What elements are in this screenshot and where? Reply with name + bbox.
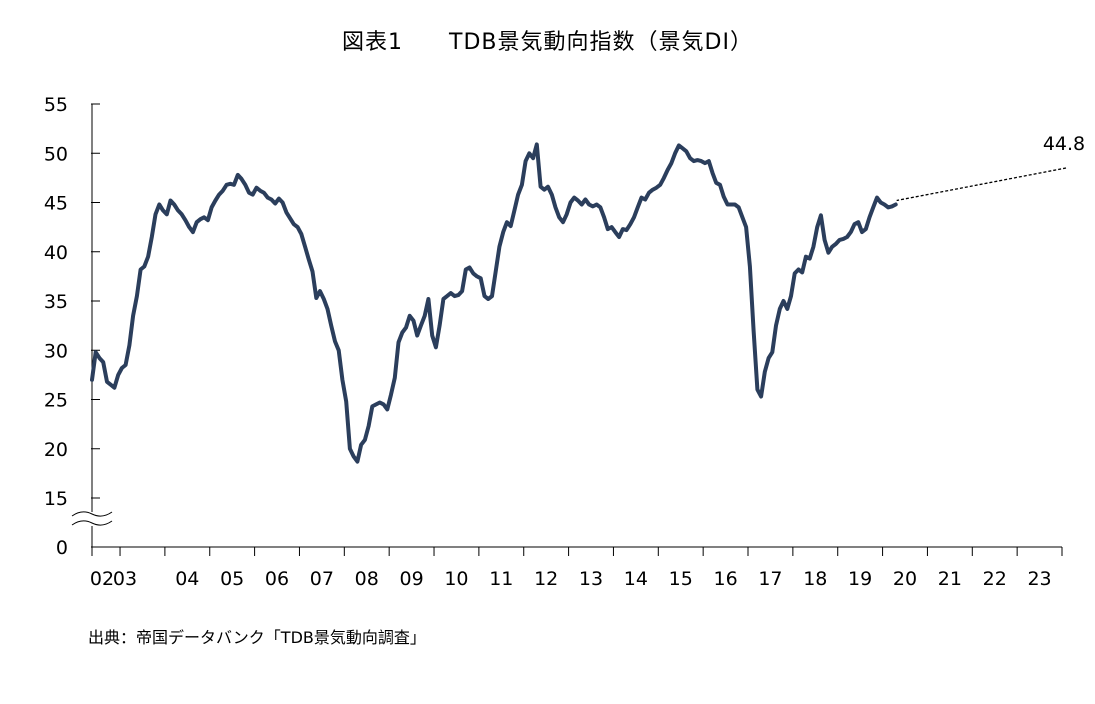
y-tick-label: 15 bbox=[44, 488, 68, 510]
x-tick-label: 06 bbox=[265, 568, 289, 590]
x-tick-label: 07 bbox=[310, 568, 334, 590]
y-tick-label: 50 bbox=[44, 143, 68, 165]
x-tick-label: 02 bbox=[90, 568, 114, 590]
x-tick-label: 10 bbox=[444, 568, 468, 590]
latest-value-label: 44.8 bbox=[1043, 133, 1085, 155]
x-tick-label: 09 bbox=[400, 568, 424, 590]
x-tick-label: 17 bbox=[758, 568, 782, 590]
axis-break-mark-2 bbox=[71, 520, 113, 526]
source-note: 出典：帝国データバンク「TDB景気動向調査」 bbox=[88, 628, 426, 647]
y-tick-label: 30 bbox=[44, 340, 68, 362]
y-tick-label: 40 bbox=[44, 242, 68, 264]
x-tick-label: 03 bbox=[113, 568, 137, 590]
y-tick-label: 45 bbox=[44, 193, 68, 215]
x-tick-label: 04 bbox=[175, 568, 199, 590]
x-tick-label: 11 bbox=[489, 568, 513, 590]
x-tick-label: 15 bbox=[669, 568, 693, 590]
x-tick-label: 22 bbox=[983, 568, 1007, 590]
series-line-group bbox=[90, 142, 898, 464]
y-tick-label: 0 bbox=[56, 537, 68, 559]
x-tick-label: 23 bbox=[1027, 568, 1051, 590]
x-tick-label: 13 bbox=[579, 568, 603, 590]
y-tick-label: 20 bbox=[44, 439, 68, 461]
annotation-group: 44.8 bbox=[896, 133, 1085, 202]
x-tick-label: 14 bbox=[624, 568, 648, 590]
series-line bbox=[90, 142, 898, 464]
x-tick-label: 16 bbox=[713, 568, 737, 590]
x-tick-label: 12 bbox=[534, 568, 558, 590]
axis-break-mark-1 bbox=[71, 511, 113, 517]
y-tick-label: 35 bbox=[44, 291, 68, 313]
x-tick-label: 18 bbox=[803, 568, 827, 590]
x-tick-label: 19 bbox=[848, 568, 872, 590]
chart-title: 図表1 TDB景気動向指数（景気DI） bbox=[342, 30, 753, 55]
y-tick-label: 55 bbox=[44, 94, 68, 116]
x-tick-label: 20 bbox=[893, 568, 917, 590]
y-tick-label: 25 bbox=[44, 390, 68, 412]
x-tick-label: 21 bbox=[938, 568, 962, 590]
x-tick-label: 05 bbox=[220, 568, 244, 590]
annotation-leader-line bbox=[896, 167, 1067, 202]
x-tick-label: 08 bbox=[355, 568, 379, 590]
y-axis: 0 15 20 25 30 35 40 45 50 55 bbox=[44, 94, 113, 559]
